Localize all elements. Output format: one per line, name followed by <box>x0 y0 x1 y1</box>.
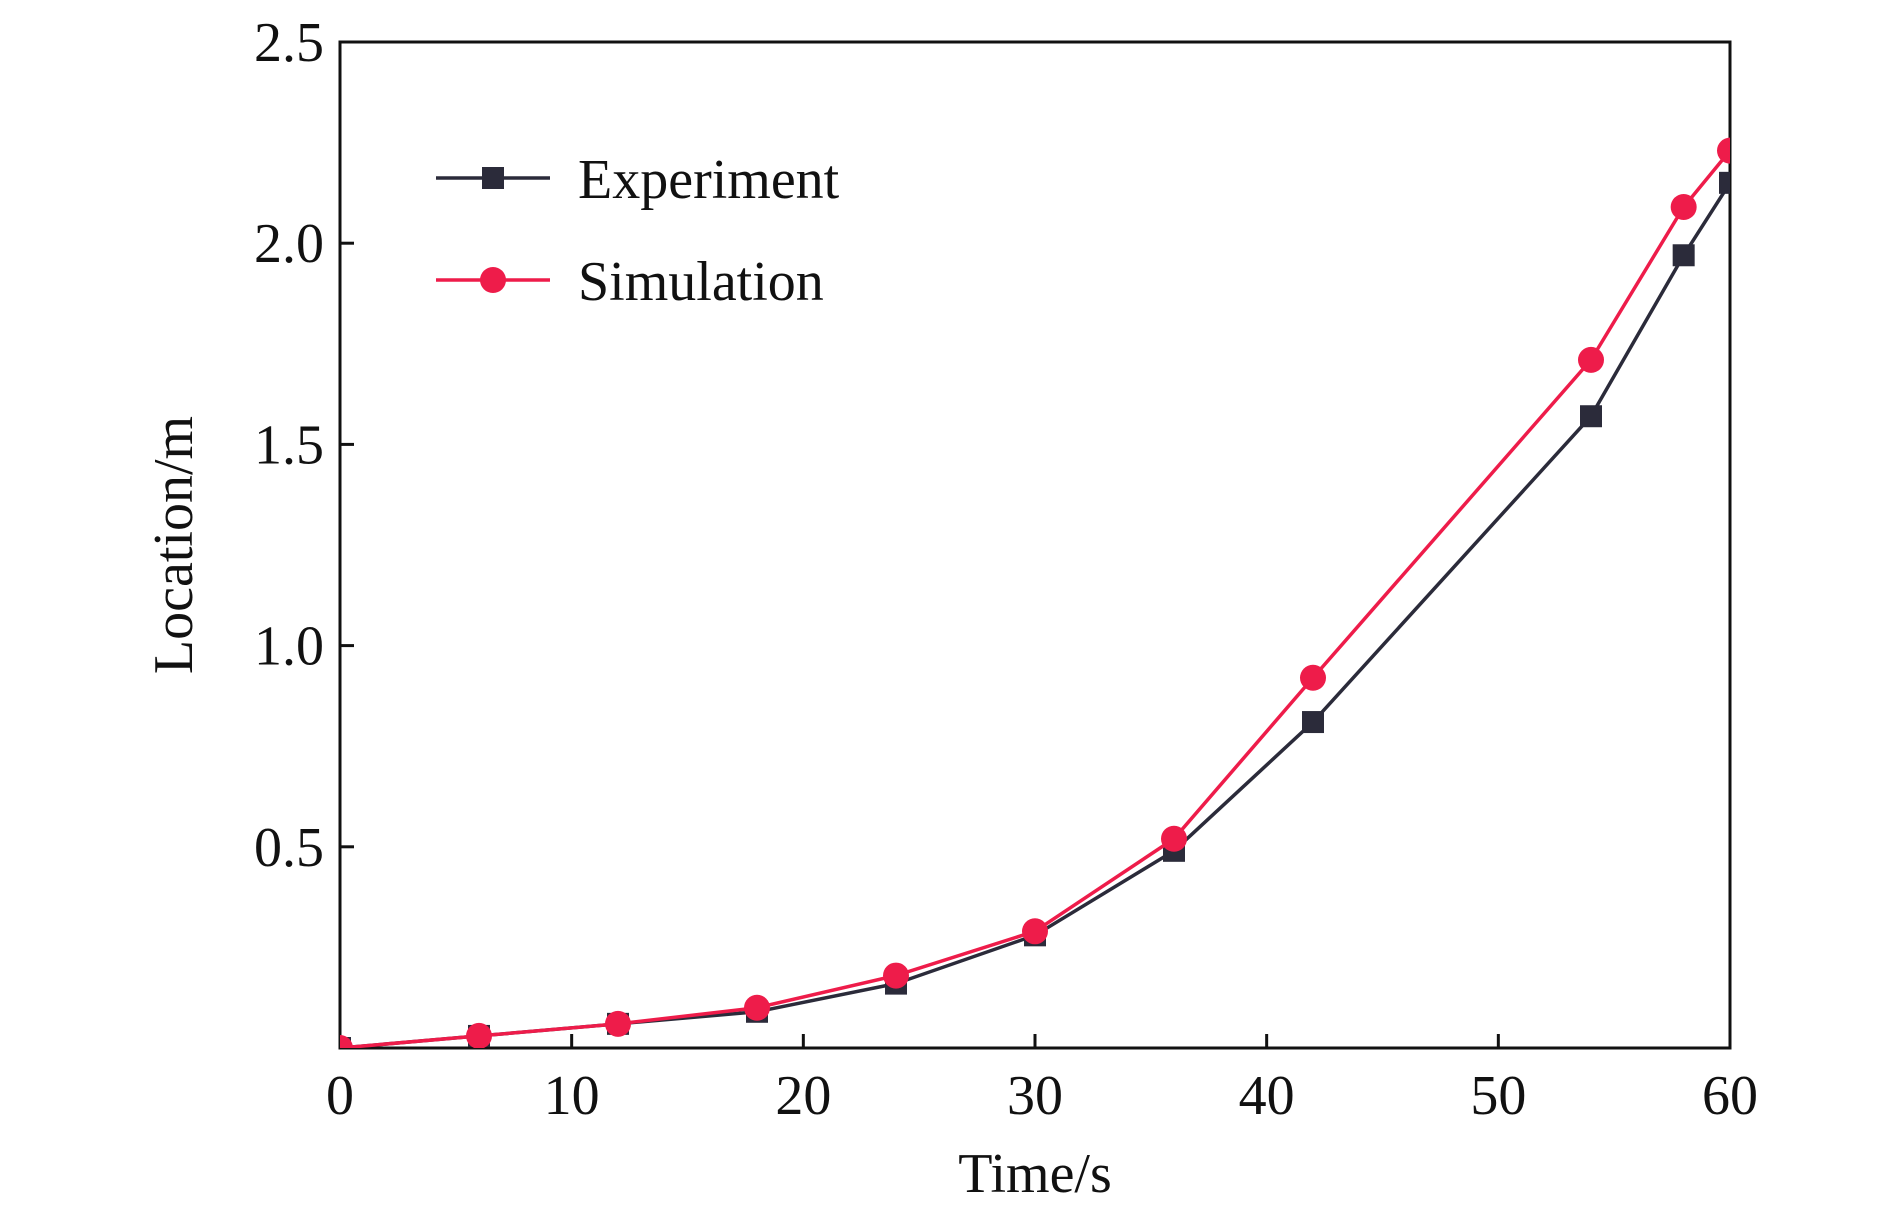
series-line-experiment <box>340 181 1730 1048</box>
data-point-simulation <box>1670 193 1697 220</box>
data-point-experiment <box>482 167 504 189</box>
x-tick-label: 30 <box>1007 1065 1063 1127</box>
y-tick-label: 1.5 <box>254 414 324 476</box>
legend: Experiment Simulation <box>436 149 840 313</box>
x-axis-label: Time/s <box>958 1143 1112 1205</box>
data-point-simulation <box>1161 825 1187 852</box>
legend-label: Experiment <box>578 149 840 211</box>
data-point-simulation <box>480 267 506 293</box>
x-tick-label: 50 <box>1470 1065 1526 1127</box>
axis-ticks: 0 10 20 30 40 50 60 0.5 1.0 1.5 2.0 2.5 <box>254 12 1758 1127</box>
series-layer <box>340 137 1730 1048</box>
data-point-simulation <box>1717 137 1730 164</box>
x-tick-label: 40 <box>1239 1065 1295 1127</box>
plot-frame <box>338 40 1732 1050</box>
y-tick-label: 2.5 <box>254 12 324 74</box>
legend-item-experiment: Experiment <box>436 149 840 211</box>
y-axis-label: Location/m <box>143 416 205 674</box>
data-point-simulation <box>883 962 909 989</box>
series-line-simulation <box>340 149 1730 1048</box>
x-tick-label: 0 <box>326 1065 354 1127</box>
data-point-experiment <box>1580 405 1602 428</box>
y-tick-label: 2.0 <box>254 213 324 275</box>
series-simulation <box>340 137 1730 1048</box>
data-point-simulation <box>340 1035 353 1048</box>
data-point-experiment <box>1672 244 1695 267</box>
data-point-simulation <box>1022 918 1048 945</box>
x-tick-label: 60 <box>1702 1065 1758 1127</box>
data-point-simulation <box>605 1010 631 1037</box>
data-point-simulation <box>466 1022 492 1048</box>
x-tick-label: 20 <box>775 1065 831 1127</box>
legend-item-simulation: Simulation <box>436 251 824 313</box>
x-tick-label: 10 <box>544 1065 600 1127</box>
data-point-experiment <box>1302 711 1324 734</box>
data-point-simulation <box>1300 664 1326 691</box>
data-point-simulation <box>744 994 770 1021</box>
data-point-experiment <box>1719 171 1730 194</box>
y-tick-label: 0.5 <box>254 817 324 879</box>
legend-label: Simulation <box>578 251 824 313</box>
data-point-simulation <box>1578 346 1604 373</box>
y-tick-label: 1.0 <box>254 616 324 678</box>
